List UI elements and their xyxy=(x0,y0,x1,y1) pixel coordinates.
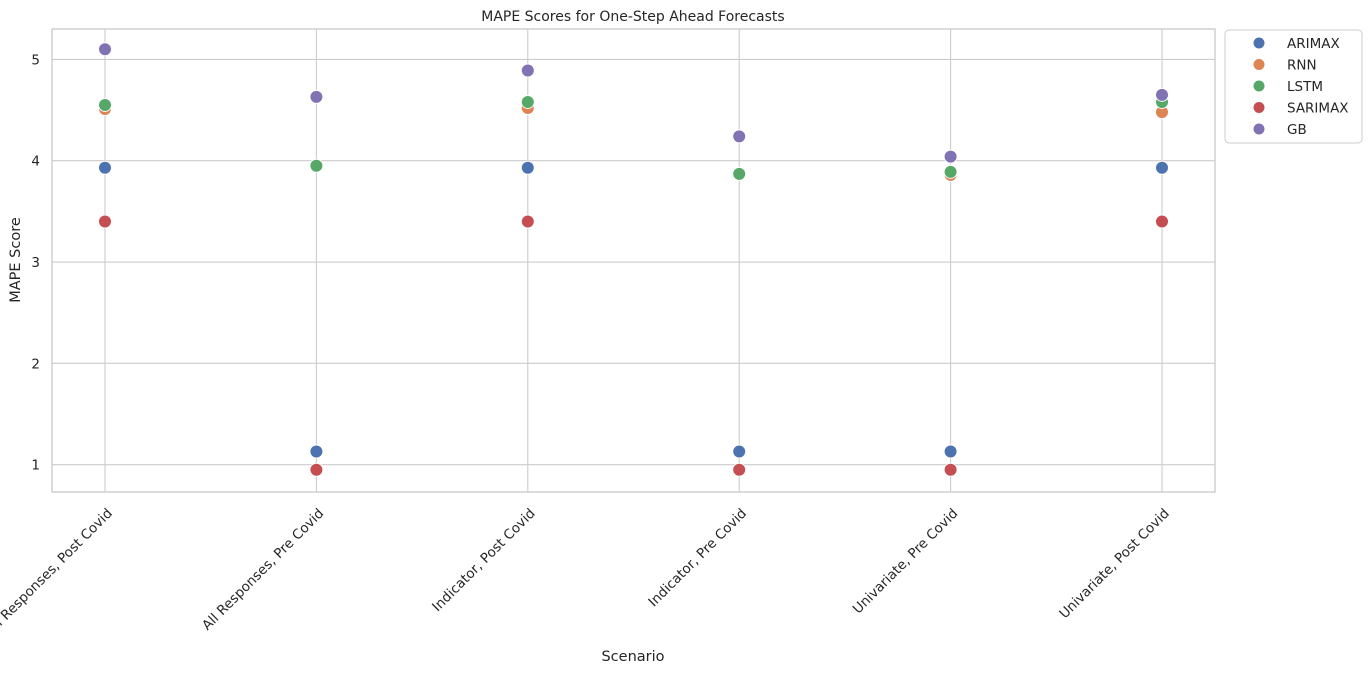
legend-label-gb: GB xyxy=(1287,122,1307,138)
legend-label-sarimax: SARIMAX xyxy=(1287,101,1349,117)
data-point-sarimax xyxy=(732,462,747,477)
legend-label-rnn: RNN xyxy=(1287,58,1317,74)
data-point-sarimax xyxy=(520,214,535,229)
data-point-gb xyxy=(943,149,958,164)
data-point-sarimax xyxy=(943,462,958,477)
data-point-arimax xyxy=(1155,160,1169,175)
data-point-gb xyxy=(309,89,324,104)
data-point-lstm xyxy=(98,97,112,112)
x-tick-label: All Responses, Pre Covid xyxy=(199,506,327,634)
data-point-lstm xyxy=(309,158,324,173)
legend-marker-gb xyxy=(1252,122,1266,136)
x-tick-label: Univariate, Pre Covid xyxy=(850,506,962,618)
y-tick-label: 2 xyxy=(31,356,40,372)
data-point-gb xyxy=(732,129,747,144)
data-point-sarimax xyxy=(309,462,324,477)
y-axis-label: MAPE Score xyxy=(8,217,24,303)
legend-label-lstm: LSTM xyxy=(1287,79,1323,95)
legend-marker-arimax xyxy=(1252,36,1266,50)
x-tick-label: All Responses, Post Covid xyxy=(0,506,116,639)
data-point-gb xyxy=(1155,87,1169,102)
chart-title: MAPE Scores for One-Step Ahead Forecasts xyxy=(481,9,784,25)
data-point-gb xyxy=(98,42,112,57)
x-axis-ticks: All Responses, Post Covid All Responses, … xyxy=(0,506,1173,639)
legend: ARIMAX RNN LSTM SARIMAX GB xyxy=(1224,29,1363,144)
data-point-sarimax xyxy=(98,214,112,229)
y-axis-ticks: 1 2 3 4 5 xyxy=(31,52,40,473)
legend-marker-lstm xyxy=(1252,79,1266,93)
data-point-arimax xyxy=(732,444,747,459)
x-axis-label: Scenario xyxy=(601,649,664,665)
grid xyxy=(52,29,1215,492)
legend-marker-rnn xyxy=(1252,58,1266,71)
plot-area-frame xyxy=(51,28,1216,493)
x-tick-label: Indicator, Post Covid xyxy=(429,506,538,615)
data-point-arimax xyxy=(520,160,535,175)
x-tick-label: Univariate, Post Covid xyxy=(1056,506,1172,622)
x-tick-label: Indicator, Pre Covid xyxy=(645,506,750,611)
data-point-arimax xyxy=(98,160,112,175)
y-tick-label: 5 xyxy=(31,52,40,68)
data-point-lstm xyxy=(943,164,958,179)
data-point-arimax xyxy=(943,444,958,459)
data-point-arimax xyxy=(309,444,324,459)
data-point-lstm xyxy=(520,94,535,109)
legend-marker-sarimax xyxy=(1252,101,1266,114)
y-tick-label: 4 xyxy=(31,154,40,170)
data-point-gb xyxy=(520,63,535,78)
data-points xyxy=(98,42,1169,477)
y-tick-label: 1 xyxy=(31,458,40,474)
data-point-lstm xyxy=(732,166,747,181)
y-tick-label: 3 xyxy=(31,255,40,271)
data-point-sarimax xyxy=(1155,214,1169,229)
legend-label-arimax: ARIMAX xyxy=(1287,36,1340,52)
